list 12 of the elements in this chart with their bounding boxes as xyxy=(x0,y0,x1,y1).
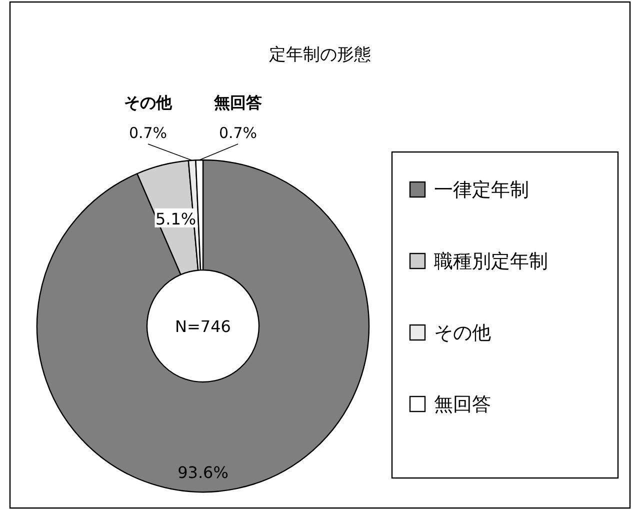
legend-label: その他 xyxy=(434,322,491,344)
legend-label: 一律定年制 xyxy=(434,179,529,201)
legend-label: 職種別定年制 xyxy=(434,250,548,272)
text: N=746 xyxy=(175,317,231,336)
data-label: 5.1% xyxy=(155,209,196,228)
chart-title: 定年制の形態 xyxy=(269,45,371,65)
data-label: 93.6% xyxy=(178,463,228,482)
data-label: 0.7% xyxy=(128,124,168,142)
data-label: 0.7% xyxy=(218,124,258,142)
slice-label: 無回答 xyxy=(213,93,262,112)
slice-label: その他 xyxy=(124,93,173,112)
legend-label: 無回答 xyxy=(434,394,491,416)
